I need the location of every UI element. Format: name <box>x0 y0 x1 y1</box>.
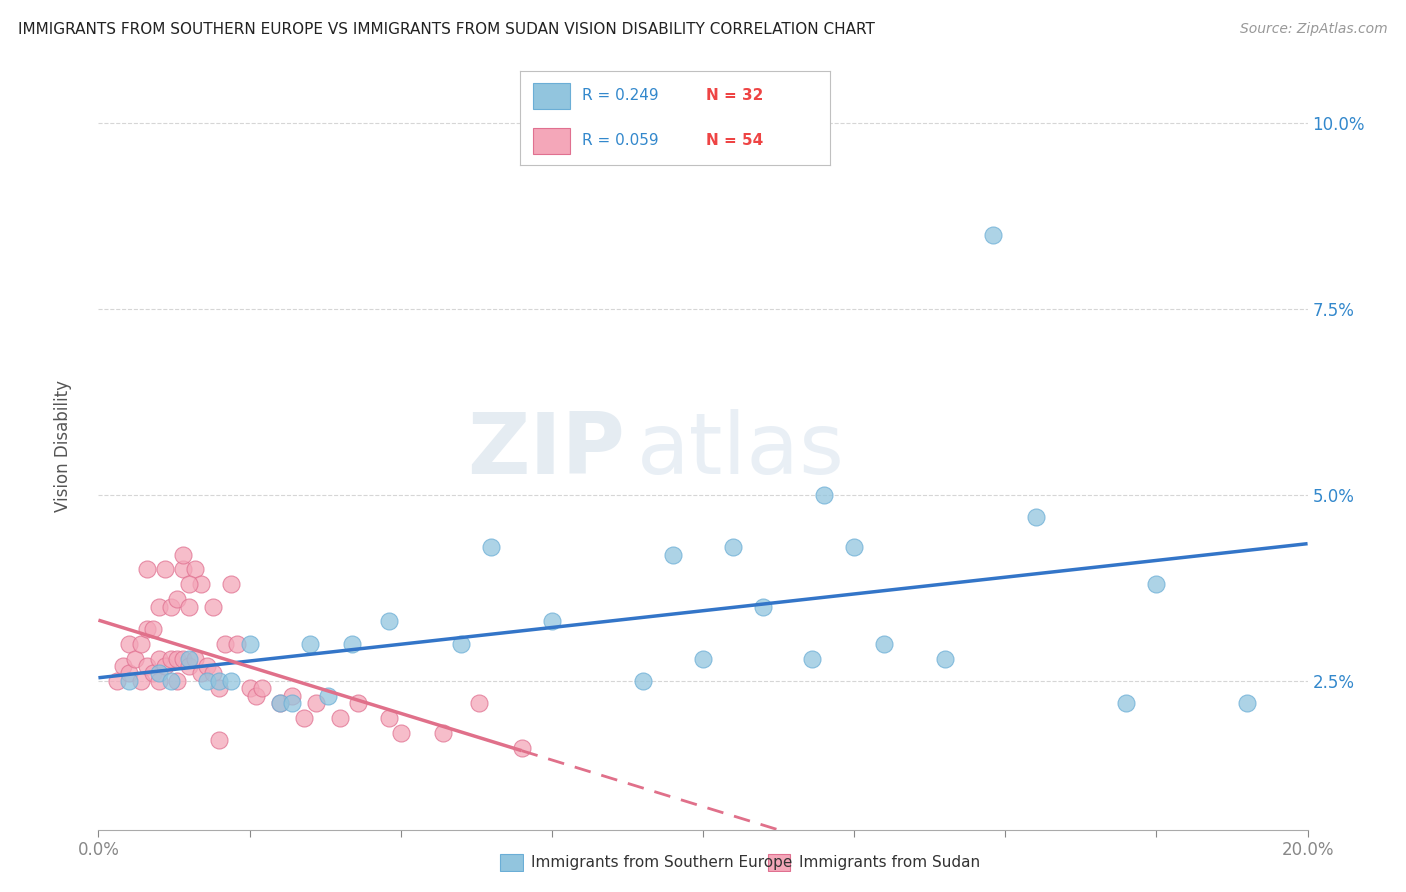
Point <box>377 711 399 725</box>
Point <box>1144 577 1167 591</box>
Point <box>214 637 236 651</box>
Point <box>118 666 141 681</box>
Point <box>269 696 291 710</box>
Point <box>873 637 896 651</box>
Point <box>179 659 201 673</box>
Point <box>432 726 454 740</box>
Text: IMMIGRANTS FROM SOUTHERN EUROPE VS IMMIGRANTS FROM SUDAN VISION DISABILITY CORRE: IMMIGRANTS FROM SOUTHERN EUROPE VS IMMIG… <box>18 22 875 37</box>
Point <box>160 599 183 614</box>
Text: N = 32: N = 32 <box>706 88 763 103</box>
Point <box>844 540 866 554</box>
Text: Source: ZipAtlas.com: Source: ZipAtlas.com <box>1240 22 1388 37</box>
Point <box>934 651 956 665</box>
Point <box>153 562 176 576</box>
Point <box>800 651 823 665</box>
Point <box>481 540 503 554</box>
Point <box>250 681 273 696</box>
Point <box>813 488 835 502</box>
Text: R = 0.059: R = 0.059 <box>582 133 658 148</box>
Point <box>281 689 304 703</box>
Point <box>981 227 1004 242</box>
Point <box>316 689 339 703</box>
Point <box>347 696 370 710</box>
Point <box>208 673 231 688</box>
Point <box>239 681 262 696</box>
Point <box>468 696 491 710</box>
Point <box>221 577 243 591</box>
Point <box>135 622 157 636</box>
Point <box>389 726 412 740</box>
Point <box>111 659 134 673</box>
Point <box>190 666 212 681</box>
Point <box>135 562 157 576</box>
Point <box>142 666 165 681</box>
Point <box>305 696 328 710</box>
Text: N = 54: N = 54 <box>706 133 763 148</box>
Point <box>239 637 262 651</box>
Point <box>281 696 304 710</box>
Point <box>195 673 218 688</box>
Text: atlas: atlas <box>637 409 845 492</box>
Point <box>329 711 352 725</box>
Point <box>540 615 562 629</box>
Point <box>208 681 231 696</box>
Point <box>142 622 165 636</box>
Point <box>377 615 399 629</box>
Text: R = 0.249: R = 0.249 <box>582 88 658 103</box>
Point <box>202 599 225 614</box>
Point <box>148 666 170 681</box>
Point <box>342 637 364 651</box>
Point <box>118 637 141 651</box>
Point <box>118 673 141 688</box>
Text: Vision Disability: Vision Disability <box>55 380 72 512</box>
Point <box>179 599 201 614</box>
Point <box>184 651 207 665</box>
Point <box>148 651 170 665</box>
Point <box>723 540 745 554</box>
Point <box>166 651 188 665</box>
Point <box>510 740 533 755</box>
Point <box>166 592 188 607</box>
Point <box>752 599 775 614</box>
Point <box>160 673 183 688</box>
Point <box>129 637 152 651</box>
Point <box>172 548 194 562</box>
Point <box>129 673 152 688</box>
Point <box>172 562 194 576</box>
Bar <box>533 83 569 109</box>
Point <box>208 733 231 747</box>
Point <box>450 637 472 651</box>
Point <box>195 659 218 673</box>
Point <box>245 689 267 703</box>
Point <box>148 599 170 614</box>
Bar <box>533 128 569 153</box>
Text: Immigrants from Sudan: Immigrants from Sudan <box>799 855 980 870</box>
Point <box>172 651 194 665</box>
Point <box>166 673 188 688</box>
Point <box>692 651 714 665</box>
Point <box>226 637 249 651</box>
Point <box>190 577 212 591</box>
Point <box>631 673 654 688</box>
Point <box>661 548 683 562</box>
Point <box>299 637 322 651</box>
Point <box>135 659 157 673</box>
Point <box>221 673 243 688</box>
Text: Immigrants from Southern Europe: Immigrants from Southern Europe <box>531 855 793 870</box>
Point <box>1236 696 1258 710</box>
Point <box>160 651 183 665</box>
Point <box>148 673 170 688</box>
Point <box>153 659 176 673</box>
Point <box>292 711 315 725</box>
Point <box>124 651 146 665</box>
Text: ZIP: ZIP <box>467 409 624 492</box>
Point <box>202 666 225 681</box>
Point <box>1024 510 1046 524</box>
Point <box>105 673 128 688</box>
Point <box>269 696 291 710</box>
Point <box>179 651 201 665</box>
Point <box>184 562 207 576</box>
Point <box>179 577 201 591</box>
Point <box>1115 696 1137 710</box>
